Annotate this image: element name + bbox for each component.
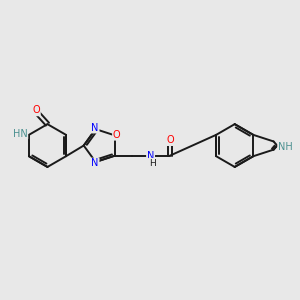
Text: O: O [113,130,121,140]
Text: N: N [91,123,99,133]
Text: HN: HN [13,129,27,139]
Text: NH: NH [278,142,293,152]
Text: O: O [32,106,40,116]
Text: N: N [147,151,154,161]
Text: H: H [149,159,155,168]
Text: O: O [166,135,174,145]
Text: N: N [91,158,99,168]
